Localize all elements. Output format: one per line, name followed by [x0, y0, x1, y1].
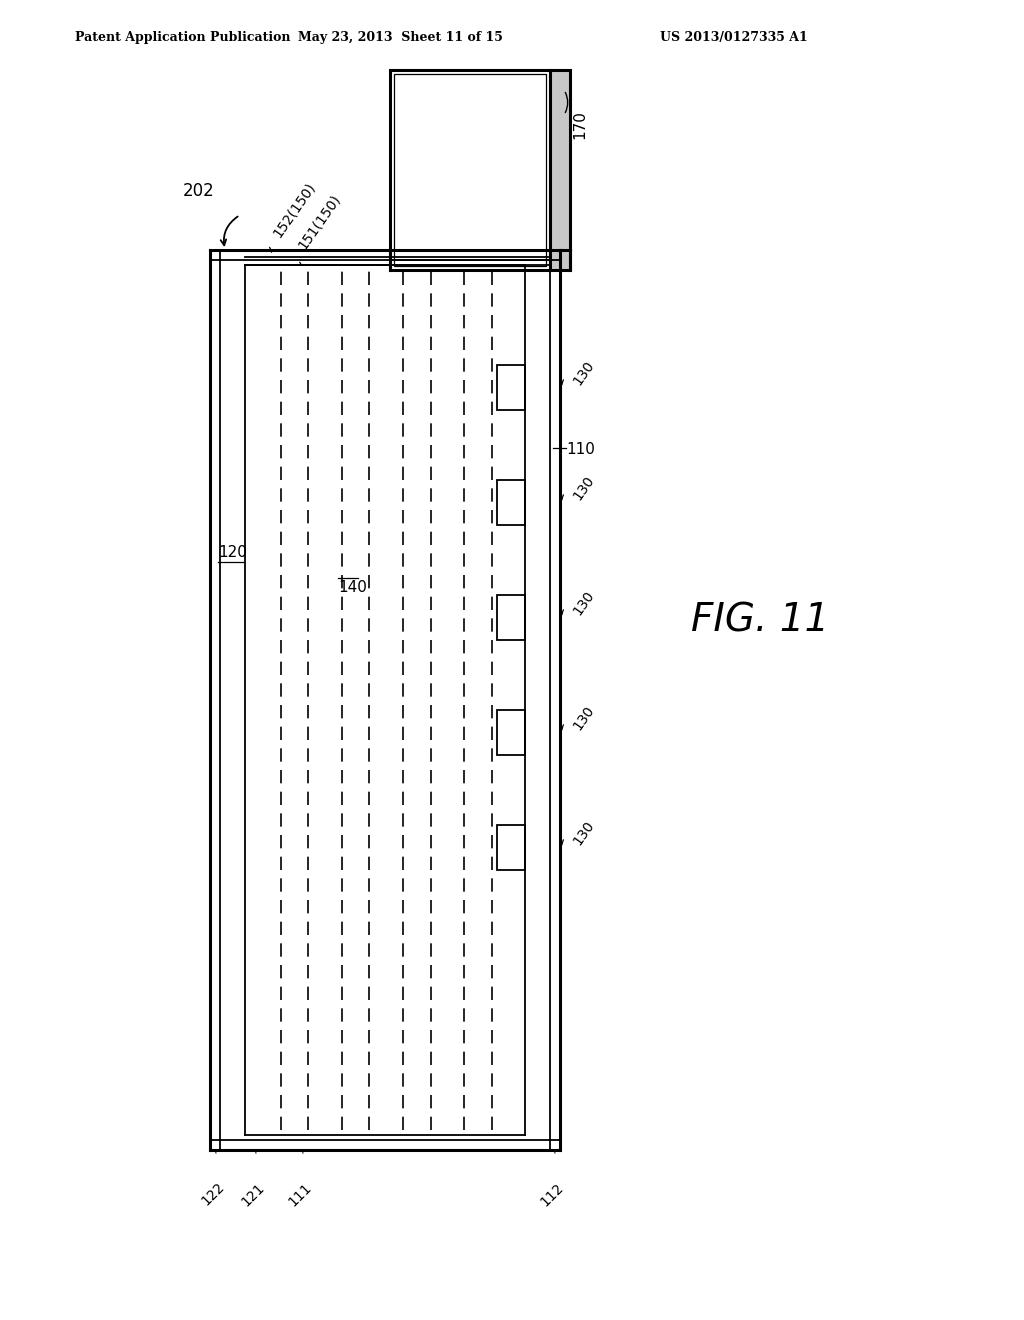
Text: 112: 112 [538, 1180, 566, 1209]
Text: FIG. 11: FIG. 11 [691, 601, 829, 639]
Text: 130: 130 [570, 587, 597, 618]
Bar [497, 595, 525, 640]
Text: 130: 130 [570, 817, 597, 847]
Text: 111: 111 [286, 1180, 314, 1209]
Text: US 2013/0127335 A1: US 2013/0127335 A1 [660, 30, 808, 44]
Text: 110: 110 [566, 442, 595, 458]
Bar [394, 74, 546, 267]
Text: 140: 140 [338, 579, 367, 595]
Text: 202: 202 [183, 182, 215, 201]
Text: 122: 122 [199, 1180, 227, 1209]
Text: 151(150): 151(150) [295, 191, 343, 252]
Text: 120: 120 [218, 545, 247, 560]
Bar [550, 70, 570, 271]
Bar [497, 825, 525, 870]
Bar [497, 480, 525, 525]
Bar [497, 366, 525, 411]
Bar [390, 70, 550, 271]
Text: 170: 170 [572, 111, 587, 140]
Text: May 23, 2013  Sheet 11 of 15: May 23, 2013 Sheet 11 of 15 [298, 30, 503, 44]
Bar [497, 710, 525, 755]
Text: 130: 130 [570, 702, 597, 733]
Text: 121: 121 [239, 1180, 267, 1209]
Text: 152(150): 152(150) [270, 180, 318, 240]
Text: 130: 130 [570, 473, 597, 503]
Text: 130: 130 [570, 358, 597, 387]
Text: Patent Application Publication: Patent Application Publication [75, 30, 291, 44]
